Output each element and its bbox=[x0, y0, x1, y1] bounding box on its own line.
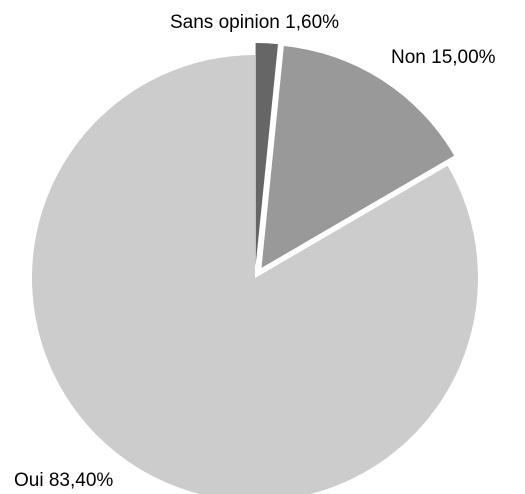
slice-label-oui: Oui 83,40% bbox=[14, 470, 113, 491]
pie-labels: Oui 83,40% Sans opinion 1,60% Non 15,00% bbox=[14, 12, 496, 491]
slice-label-sans-opinion: Sans opinion 1,60% bbox=[170, 12, 339, 33]
pie-slice-sans-opinion bbox=[255, 43, 278, 267]
pie-slice-oui bbox=[32, 55, 478, 494]
pie-slices bbox=[32, 43, 478, 494]
pie-slice-non bbox=[261, 46, 455, 268]
slice-label-non: Non 15,00% bbox=[391, 47, 496, 68]
